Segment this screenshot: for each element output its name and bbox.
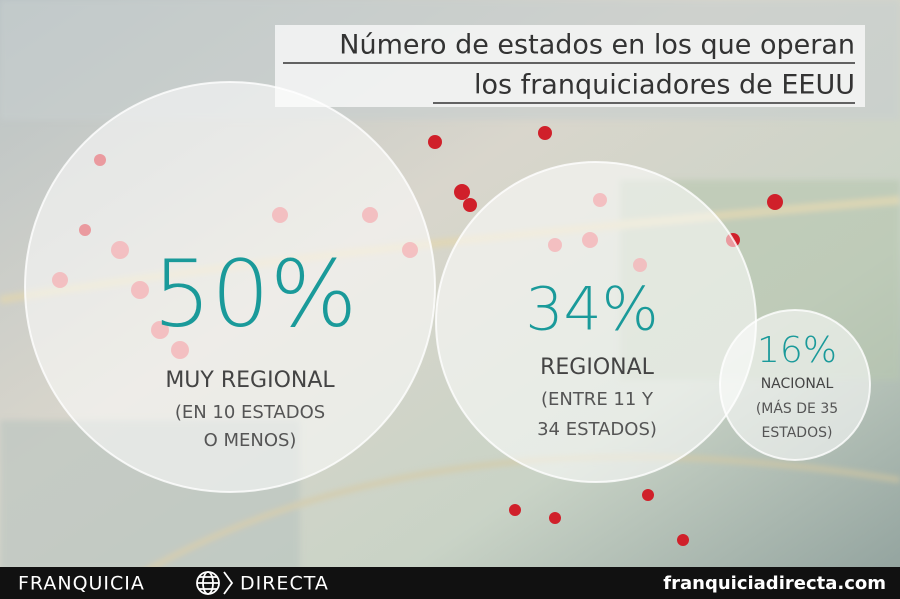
brand-right: DIRECTA — [240, 573, 329, 595]
footer-url: franquiciadirecta.com — [663, 573, 886, 594]
percentage: 50% — [153, 241, 357, 348]
category-label: NACIONAL — [761, 376, 834, 392]
category-detail: O MENOS) — [204, 430, 297, 451]
category-detail: (ENTRE 11 Y — [541, 389, 654, 410]
title-box — [275, 25, 865, 107]
brand-globe — [196, 571, 234, 595]
percentage: 16% — [757, 330, 837, 371]
bubble-small — [719, 309, 871, 461]
percentage: 34% — [525, 275, 658, 345]
category-detail: ESTADOS) — [762, 425, 833, 441]
category-label: MUY REGIONAL — [165, 368, 335, 393]
category-label: REGIONAL — [540, 355, 655, 380]
category-detail: (MÁS DE 35 — [756, 400, 838, 417]
footer-bar — [0, 567, 900, 599]
title-line: los franquiciadores de EEUU — [474, 70, 855, 101]
bubble-large — [24, 81, 436, 493]
category-detail: 34 ESTADOS) — [537, 419, 657, 440]
brand-left: FRANQUICIA — [18, 573, 145, 595]
title-line: Número de estados en los que operan — [339, 30, 855, 61]
category-detail: (EN 10 ESTADOS — [175, 402, 325, 423]
